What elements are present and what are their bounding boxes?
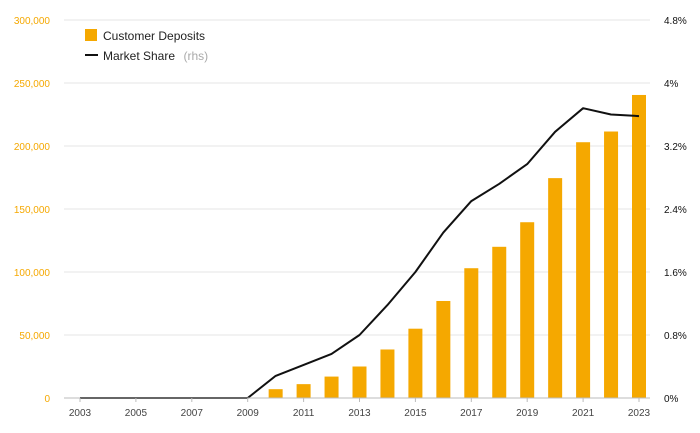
legend: Customer Deposits Market Share (rhs) (85, 29, 208, 64)
bar (492, 246, 507, 398)
y-left-tick-label: 150,000 (14, 205, 51, 216)
x-tick-label: 2009 (237, 408, 260, 419)
axes: 0 50,000 100,000 150,000 200,000 250,000 300,0… (14, 16, 687, 419)
bar (436, 300, 451, 398)
x-tick-label: 2005 (125, 408, 148, 419)
bar (352, 366, 367, 398)
x-tick-label: 2015 (404, 408, 427, 419)
legend-label-deposits: Customer Deposits (103, 29, 205, 43)
y-left-tick-label: 100,000 (14, 268, 51, 279)
y-right-tick-label: 4.8% (664, 16, 687, 27)
y-right-tick-label: 2.4% (664, 205, 687, 216)
legend-swatch-deposits (85, 29, 97, 41)
y-left-tick-label: 200,000 (14, 142, 51, 153)
y-left-tick-label: 50,000 (19, 331, 50, 342)
x-tick-label: 2011 (293, 408, 315, 419)
y-left-tick-label: 250,000 (14, 79, 51, 90)
x-tick-label: 2019 (516, 408, 539, 419)
y-right-tick-label: 0% (664, 394, 679, 405)
bar (548, 178, 563, 398)
bar (380, 349, 395, 398)
x-tick-label: 2017 (460, 408, 483, 419)
y-right-tick-label: 4% (664, 79, 679, 90)
bar (408, 328, 423, 398)
bar (632, 94, 646, 398)
bar (604, 131, 619, 398)
bar-series (268, 94, 646, 398)
y-right-tick-label: 3.2% (664, 142, 687, 153)
legend-label-market-share-text: Market Share (103, 49, 175, 63)
x-tick-label: 2021 (572, 408, 595, 419)
bar (268, 389, 283, 398)
x-tick-label: 2007 (181, 408, 204, 419)
y-left-tick-label: 0 (44, 394, 50, 405)
bar (296, 384, 311, 398)
x-tick-label: 2003 (69, 408, 92, 419)
bar (324, 376, 339, 398)
bar (520, 222, 535, 398)
y-right-tick-label: 0.8% (664, 331, 687, 342)
x-tick-label: 2023 (628, 408, 651, 419)
y-right-tick-label: 1.6% (664, 268, 687, 279)
bar (464, 268, 479, 398)
legend-label-market-share: Market Share (rhs) (103, 47, 208, 64)
x-tick-label: 2013 (348, 408, 371, 419)
legend-label-market-share-suffix: (rhs) (183, 49, 208, 63)
bar (576, 142, 591, 398)
y-left-tick-label: 300,000 (14, 16, 51, 27)
